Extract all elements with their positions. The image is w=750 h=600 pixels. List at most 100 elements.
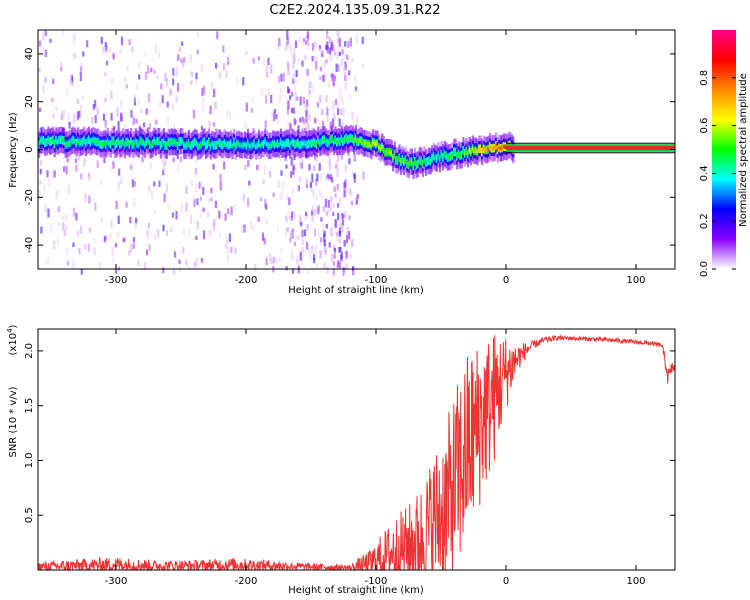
spectrogram-speckle — [291, 91, 294, 97]
spectrogram-speckle — [298, 36, 301, 44]
spectrogram-ridge-cell — [47, 137, 50, 142]
spectrogram-speckle — [287, 122, 290, 128]
spectrogram-speckle — [321, 251, 324, 256]
spectrogram-speckle — [306, 223, 309, 231]
spectrogram-speckle — [195, 157, 198, 165]
spectrogram-ridge-cell — [384, 150, 387, 155]
spectrogram-speckle — [161, 156, 164, 165]
spectrogram-speckle — [302, 97, 305, 104]
spectrogram-speckle — [308, 163, 311, 171]
spectrogram-speckle — [158, 101, 162, 107]
spectrogram-speckle — [306, 69, 309, 77]
spectrogram-ridge-cell — [73, 138, 77, 144]
spectrogram-ridge-cell — [180, 139, 183, 144]
spectrogram-speckle — [190, 71, 194, 77]
spectrogram-speckle — [51, 97, 54, 103]
spectrogram-speckle — [62, 222, 65, 231]
spectrogram-ridge-cell — [281, 142, 284, 147]
spectrogram-ridge-cell — [189, 143, 192, 149]
spectrogram-speckle — [57, 205, 60, 212]
spectrogram-speckle — [267, 57, 270, 66]
spectrogram-speckle — [212, 122, 216, 127]
spectrogram-speckle — [342, 267, 345, 273]
spectrogram-speckle — [44, 204, 47, 213]
spectrogram-speckle — [73, 53, 76, 59]
spectrogram-speckle — [279, 156, 282, 163]
spectrogram-speckle — [285, 266, 288, 271]
spectrogram-ridge-cell — [78, 140, 81, 146]
spectrogram-speckle — [299, 214, 302, 224]
spectrogram-speckle — [289, 230, 292, 240]
spectrogram-speckle — [75, 164, 78, 172]
spectrogram-speckle — [200, 181, 203, 188]
spectrogram-speckle — [112, 53, 115, 60]
spectrogram-speckle — [104, 71, 107, 77]
spectrogram-ridge-cell — [220, 142, 223, 148]
spectrogram-speckle — [287, 62, 290, 71]
spectrogram-speckle — [345, 250, 348, 259]
spectrogram-speckle — [194, 167, 197, 175]
spectrogram-speckle — [147, 223, 150, 229]
spectrogram-speckle — [144, 262, 147, 270]
spectrogram-speckle — [241, 224, 244, 233]
spectrogram-ridge-cell — [432, 153, 435, 159]
spectrogram-ridge-cell — [233, 139, 236, 145]
spectrogram-speckle — [245, 122, 248, 130]
spectrogram-ridge-cell — [470, 149, 473, 155]
spectrogram-speckle — [110, 219, 113, 228]
spectrogram-speckle — [87, 174, 91, 180]
spectrogram-ridge-cell — [170, 139, 173, 144]
spectrogram-speckle — [262, 179, 265, 184]
spectrogram-speckle — [289, 95, 292, 100]
spectrogram-speckle — [314, 117, 317, 124]
spectrogram-speckle — [131, 179, 134, 188]
spectrogram-speckle — [340, 251, 343, 260]
spectrogram-ridge-cell — [463, 151, 467, 156]
spectrogram-speckle — [345, 185, 348, 195]
spectrogram-speckle — [66, 260, 69, 266]
spectrogram-ridge-cell — [42, 138, 45, 143]
spectrogram-speckle — [323, 61, 326, 68]
spectrogram-speckle — [133, 181, 137, 187]
spectrogram-speckle — [247, 160, 250, 167]
spectrogram-speckle — [356, 118, 359, 127]
spectrogram-speckle — [111, 246, 114, 256]
spectrogram-speckle — [285, 164, 288, 169]
spectrogram-ridge-cell — [176, 143, 179, 149]
spectrogram-speckle — [270, 95, 273, 104]
spectrogram-speckle — [319, 95, 322, 103]
spectrogram-speckle — [44, 49, 47, 57]
spectrogram-y-tick-label: -40 — [24, 237, 35, 253]
spectrogram-speckle — [328, 80, 331, 88]
spectrogram-speckle — [72, 35, 75, 45]
spectrogram-ridge-cell — [481, 149, 484, 154]
spectrogram-speckle — [355, 197, 358, 205]
spectrogram-ridge-cell — [206, 142, 209, 147]
spectrogram-ridge-cell — [323, 137, 326, 142]
spectrogram-ridge-cell — [116, 141, 119, 146]
spectrogram-speckle — [92, 104, 95, 110]
spectrogram-ridge-cell — [98, 141, 101, 146]
spectrogram-speckle — [343, 240, 346, 247]
spectrogram-ridge-cell — [155, 140, 158, 145]
spectrogram-speckle — [362, 63, 365, 68]
spectrogram-speckle — [319, 75, 322, 81]
spectrogram-speckle — [326, 173, 329, 179]
spectrogram-speckle — [178, 47, 182, 53]
spectrogram-ridge-cell — [250, 144, 253, 149]
spectrogram-speckle — [337, 108, 340, 115]
spectrogram-ridge-cell — [479, 146, 482, 151]
spectrogram-ridge-cell — [53, 141, 56, 147]
spectrogram-speckle — [228, 233, 231, 243]
spectrogram-speckle — [325, 106, 329, 116]
spectrogram-speckle — [193, 199, 196, 208]
spectrogram-y-tick-label: 20 — [24, 95, 35, 108]
spectrogram-speckle — [87, 243, 90, 252]
spectrogram-speckle — [305, 40, 308, 45]
spectrogram-speckle — [207, 196, 210, 203]
spectrogram-speckle — [335, 99, 338, 105]
spectrogram-ridge-cell — [420, 158, 423, 163]
spectrogram-ridge-cell — [460, 152, 463, 158]
spectrogram-ridge-cell — [268, 143, 272, 149]
spectrogram-speckle — [319, 48, 322, 56]
